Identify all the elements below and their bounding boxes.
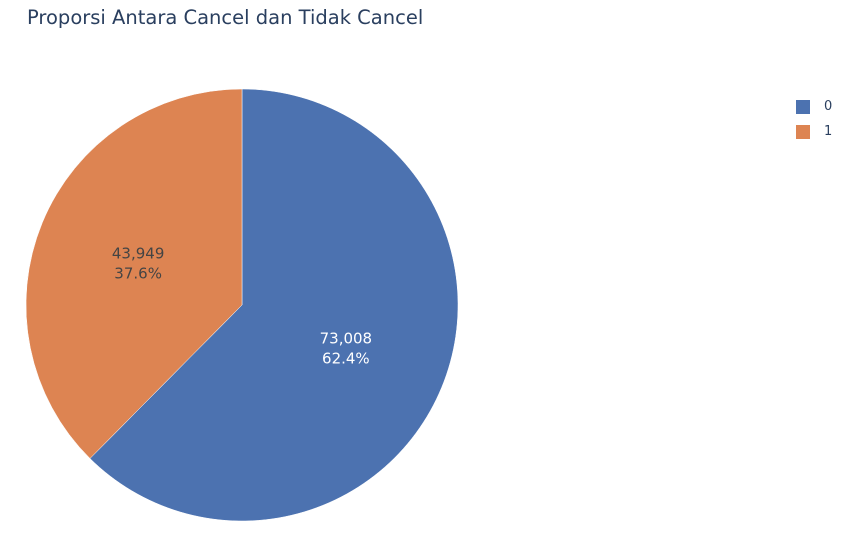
legend: 0 1 [796,97,832,147]
pie-slice-0[interactable] [89,88,459,522]
slice-value-label-1: 43,949 [112,244,165,262]
legend-item-1[interactable]: 1 [796,122,832,141]
legend-label-1: 1 [824,124,833,139]
pie-slice-1[interactable] [25,88,243,459]
slice-percent-label-0: 62.4% [322,350,370,368]
legend-swatch-0 [796,99,810,114]
legend-swatch-1 [796,124,810,139]
chart-title: Proporsi Antara Cancel dan Tidak Cancel [27,6,424,29]
legend-label-0: 0 [824,99,833,114]
slice-value-label-0: 73,008 [320,330,373,348]
slice-percent-label-1: 37.6% [114,264,162,282]
legend-item-0[interactable]: 0 [796,97,832,116]
